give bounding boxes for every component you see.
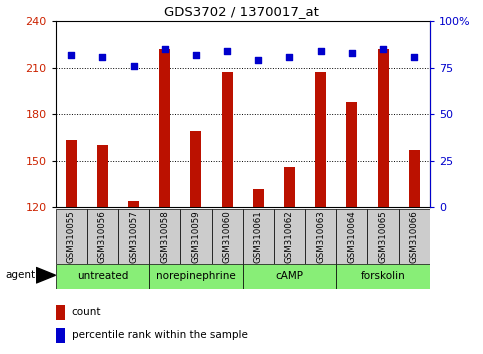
Point: [379, 46, 387, 52]
Bar: [336, 209, 368, 264]
Text: GSM310061: GSM310061: [254, 211, 263, 263]
Text: GSM310066: GSM310066: [410, 211, 419, 263]
Bar: [56, 209, 87, 264]
Bar: [190, 131, 201, 207]
Bar: [212, 209, 243, 264]
Bar: [149, 209, 180, 264]
Bar: [159, 49, 170, 207]
Polygon shape: [36, 268, 56, 283]
Bar: [56, 264, 149, 289]
Text: forskolin: forskolin: [361, 272, 405, 281]
Point: [223, 48, 231, 54]
Bar: [315, 72, 326, 207]
Text: GSM310056: GSM310056: [98, 211, 107, 263]
Point: [192, 52, 200, 57]
Text: untreated: untreated: [77, 272, 128, 281]
Bar: [242, 209, 274, 264]
Bar: [128, 201, 139, 207]
Bar: [378, 49, 388, 207]
Point: [99, 54, 106, 59]
Bar: [97, 145, 108, 207]
Bar: [368, 209, 398, 264]
Bar: [284, 167, 295, 207]
Text: GSM310060: GSM310060: [223, 211, 232, 263]
Point: [411, 54, 418, 59]
Text: GSM310064: GSM310064: [347, 211, 356, 263]
Text: GSM310065: GSM310065: [379, 211, 387, 263]
Point: [129, 63, 137, 69]
Text: GSM310059: GSM310059: [191, 211, 200, 263]
Bar: [56, 304, 65, 320]
Text: GSM310055: GSM310055: [67, 211, 76, 263]
Point: [317, 48, 325, 54]
Bar: [253, 188, 264, 207]
Text: cAMP: cAMP: [275, 272, 303, 281]
Text: agent: agent: [6, 270, 36, 280]
Text: count: count: [71, 307, 101, 318]
Text: GDS3702 / 1370017_at: GDS3702 / 1370017_at: [164, 5, 319, 18]
Text: percentile rank within the sample: percentile rank within the sample: [71, 330, 248, 341]
Bar: [87, 209, 118, 264]
Bar: [56, 327, 65, 343]
Bar: [222, 72, 233, 207]
Text: GSM310063: GSM310063: [316, 211, 325, 263]
Point: [161, 46, 169, 52]
Bar: [274, 209, 305, 264]
Text: GSM310057: GSM310057: [129, 211, 138, 263]
Point: [67, 52, 75, 57]
Text: GSM310058: GSM310058: [160, 211, 169, 263]
Text: GSM310062: GSM310062: [285, 211, 294, 263]
Bar: [409, 150, 420, 207]
Bar: [66, 141, 77, 207]
Bar: [305, 209, 336, 264]
Bar: [242, 264, 336, 289]
Bar: [336, 264, 430, 289]
Point: [348, 50, 356, 56]
Bar: [180, 209, 212, 264]
Bar: [149, 264, 242, 289]
Bar: [118, 209, 149, 264]
Point: [255, 57, 262, 63]
Bar: [398, 209, 430, 264]
Text: norepinephrine: norepinephrine: [156, 272, 236, 281]
Bar: [346, 102, 357, 207]
Point: [285, 54, 293, 59]
